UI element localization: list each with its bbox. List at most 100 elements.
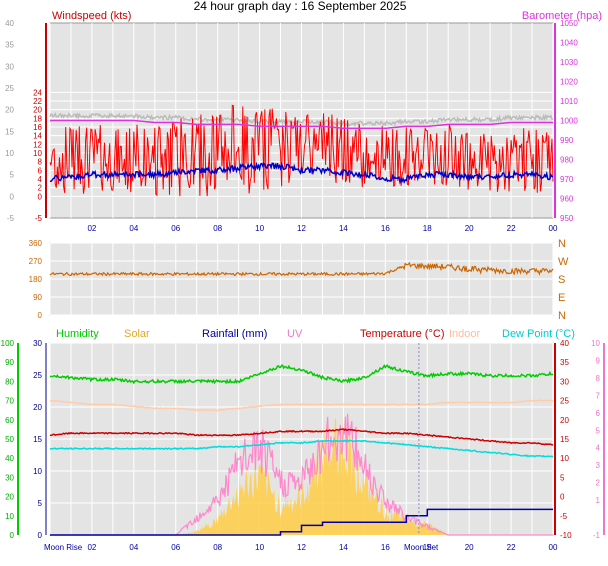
moon-set-label: Moon Set — [404, 543, 439, 552]
climate-panel: Humidity Solar Rainfall (mm) UV Temperat… — [1, 328, 605, 552]
legend-solar: Solar — [124, 328, 150, 340]
direction-tick-label: 270 — [29, 257, 43, 266]
humidity-tick-label: 20 — [5, 493, 14, 502]
uv-tick-label: 8 — [596, 374, 601, 383]
barometer-tick-label: 1040 — [560, 39, 578, 48]
humidity-tick-label: 70 — [5, 397, 14, 406]
time-tick-label: 12 — [297, 543, 306, 552]
temperature-tick-label: -10 — [560, 531, 572, 540]
uv-tick-label: 10 — [591, 339, 600, 348]
wind-outer-tick-label: 40 — [5, 19, 14, 28]
wind-outer-tick-label: 25 — [5, 84, 14, 93]
temperature-tick-label: 40 — [560, 339, 569, 348]
solar-area — [50, 416, 553, 535]
indoor-line — [49, 399, 554, 412]
time-tick-label: 22 — [507, 224, 516, 233]
wind-outer-tick-label: 5 — [10, 171, 15, 180]
rainfall-tick-label: 5 — [38, 499, 43, 508]
time-tick-label: 20 — [465, 543, 474, 552]
barometer-tick-label: 950 — [560, 214, 574, 223]
uv-tick-label: 5 — [596, 426, 601, 435]
barometer-tick-label: 1000 — [560, 117, 578, 126]
direction-tick-label: 90 — [33, 293, 42, 302]
time-tick-label: 14 — [339, 224, 348, 233]
direction-tick-label: 0 — [38, 311, 43, 320]
uv-tick-label: 1 — [596, 496, 601, 505]
wind-outer-tick-label: 35 — [5, 41, 14, 50]
time-tick-label: 04 — [129, 224, 138, 233]
temperature-tick-label: 0 — [560, 493, 565, 502]
wind-tick-label: 2 — [38, 184, 43, 193]
wind-tick-label: 14 — [33, 132, 42, 141]
humidity-tick-label: 90 — [5, 358, 14, 367]
time-tick-label: 14 — [339, 543, 348, 552]
time-tick-label: 08 — [213, 224, 222, 233]
time-tick-label: 08 — [213, 543, 222, 552]
humidity-line — [49, 364, 554, 385]
wind-tick-label: 18 — [33, 114, 42, 123]
wind-tick-label: 12 — [33, 140, 42, 149]
dewpoint-line — [49, 439, 553, 458]
time-tick-label: 02 — [87, 224, 96, 233]
wind-outer-tick-label: -5 — [7, 214, 15, 223]
barometer-tick-label: 990 — [560, 136, 574, 145]
wind-tick-label: 4 — [38, 175, 43, 184]
wind-tick-label: 10 — [33, 149, 42, 158]
legend-humidity: Humidity — [56, 328, 99, 340]
time-tick-label: 02 — [87, 543, 96, 552]
rainfall-tick-label: 15 — [33, 435, 42, 444]
humidity-tick-label: 100 — [1, 339, 15, 348]
temperature-line — [49, 428, 553, 446]
rainfall-tick-label: 0 — [38, 531, 43, 540]
barometer-tick-label: 1010 — [560, 97, 578, 106]
direction-line — [49, 261, 554, 277]
rainfall-tick-label: 10 — [33, 467, 42, 476]
humidity-tick-label: 0 — [10, 531, 15, 540]
time-tick-label: 16 — [381, 543, 390, 552]
barometer-label: Barometer (hpa) — [522, 10, 602, 22]
chart-title: 24 hour graph day : 16 September 2025 — [194, 0, 407, 13]
temperature-tick-label: 15 — [560, 435, 569, 444]
time-tick-label: 22 — [507, 543, 516, 552]
humidity-tick-label: 50 — [5, 435, 14, 444]
wind-tick-label: 8 — [38, 158, 43, 167]
humidity-tick-label: 10 — [5, 512, 14, 521]
wind-outer-tick-label: 0 — [10, 192, 15, 201]
wind-tick-label: 20 — [33, 106, 42, 115]
wind-tick-label: 16 — [33, 123, 42, 132]
barometer-tick-label: 1020 — [560, 78, 578, 87]
uv-tick-label: 6 — [596, 409, 601, 418]
wind-tick-label: 0 — [38, 192, 43, 201]
legend-indoor: Indoor — [449, 328, 481, 340]
wind-outer-tick-label: 15 — [5, 127, 14, 136]
legend-temperature: Temperature (°C) — [360, 328, 444, 340]
barometer-tick-label: 980 — [560, 156, 574, 165]
compass-label: S — [558, 274, 565, 286]
wind-tick-label: 24 — [33, 88, 42, 97]
temperature-tick-label: 35 — [560, 358, 569, 367]
barometer-tick-label: 960 — [560, 195, 574, 204]
time-tick-label: 18 — [423, 543, 432, 552]
uv-tick-label: 2 — [596, 479, 601, 488]
time-tick-label: 10 — [255, 224, 264, 233]
time-tick-label: 06 — [171, 224, 180, 233]
humidity-tick-label: 40 — [5, 454, 14, 463]
wind-outer-tick-label: 30 — [5, 62, 14, 71]
time-tick-label: 00 — [549, 224, 558, 233]
legend-rainfall: Rainfall (mm) — [202, 328, 267, 340]
humidity-tick-label: 60 — [5, 416, 14, 425]
wind-tick-label: -5 — [35, 214, 43, 223]
barometer-tick-label: 1050 — [560, 19, 578, 28]
uv-tick-label: 7 — [596, 391, 601, 400]
legend-uv: UV — [287, 328, 303, 340]
temperature-tick-label: 10 — [560, 454, 569, 463]
time-tick-label: 20 — [465, 224, 474, 233]
barometer-tick-label: 970 — [560, 175, 574, 184]
wind-tick-label: 22 — [33, 97, 42, 106]
humidity-tick-label: 80 — [5, 377, 14, 386]
moon-rise-label: Moon Rise — [44, 543, 83, 552]
uv-tick-label: 9 — [596, 356, 601, 365]
